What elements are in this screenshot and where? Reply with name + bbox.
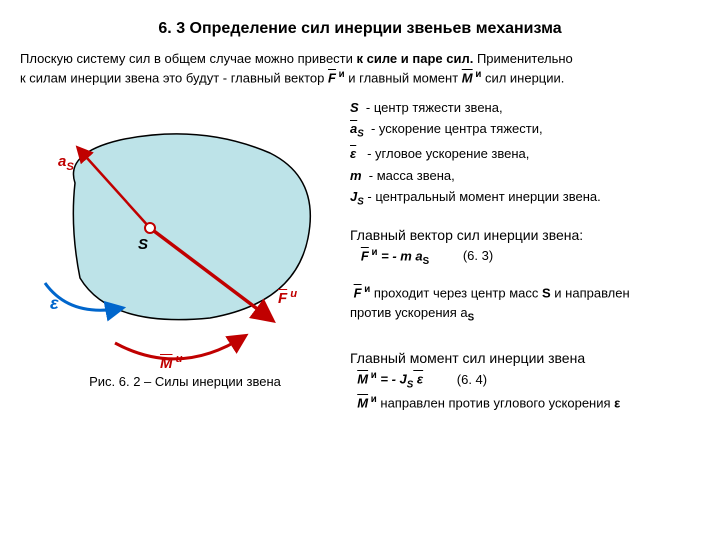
symbol-M: M <box>462 71 473 86</box>
legend-eps: - угловое ускорение звена, <box>367 146 529 161</box>
page-title: 6. 3 Определение сил инерции звеньев мех… <box>20 20 700 38</box>
intro-bold: к силе и паре сил. <box>357 51 474 66</box>
body-shape <box>73 134 310 320</box>
legend-block: S - центр тяжести звена, aS - ускорение … <box>350 98 700 211</box>
label-M: M и <box>160 353 183 372</box>
left-column: aS S F и ε M и Рис. 6. 2 – Силы инерции … <box>20 98 350 413</box>
label-S: S <box>138 236 148 253</box>
intro-paragraph: Плоскую систему сил в общем случае можно… <box>20 50 700 88</box>
note1: F и проходит через центр масс S и направ… <box>350 283 700 326</box>
intro-text: к силам инерции звена это будут - главны… <box>20 71 328 86</box>
legend-JS: - центральный момент инерции звена. <box>367 189 600 204</box>
diagram-svg <box>20 98 340 378</box>
right-column: S - центр тяжести звена, aS - ускорение … <box>350 98 700 413</box>
content-grid: aS S F и ε M и Рис. 6. 2 – Силы инерции … <box>20 98 700 413</box>
intro-text: Применительно <box>473 51 572 66</box>
label-F: F и <box>278 288 297 307</box>
label-aS: aS <box>58 153 74 173</box>
formula1-title: Главный вектор сил инерции звена: <box>350 225 700 246</box>
intro-text: Плоскую систему сил в общем случае можно… <box>20 51 357 66</box>
intro-text: и главный момент <box>345 71 462 86</box>
point-S <box>145 223 155 233</box>
diagram-figure: aS S F и ε M и <box>20 98 340 368</box>
legend-m: - масса звена, <box>369 168 455 183</box>
formula2-title: Главный момент сил инерции звена <box>350 348 700 369</box>
intro-text: сил инерции. <box>481 71 564 86</box>
formula2-eq: M и = - JS ε (6. 4) <box>350 369 700 393</box>
note2: M и направлен против углового ускорения … <box>350 393 700 413</box>
label-eps: ε <box>50 293 59 314</box>
symbol-F: F <box>328 71 336 86</box>
eq-number: (6. 4) <box>457 370 487 390</box>
legend-aS: - ускорение центра тяжести, <box>371 121 543 136</box>
legend-S: - центр тяжести звена, <box>366 100 503 115</box>
formula1-eq: F и = - m aS (6. 3) <box>350 246 700 270</box>
eq-number: (6. 3) <box>463 246 493 266</box>
sup-i: и <box>336 69 345 80</box>
